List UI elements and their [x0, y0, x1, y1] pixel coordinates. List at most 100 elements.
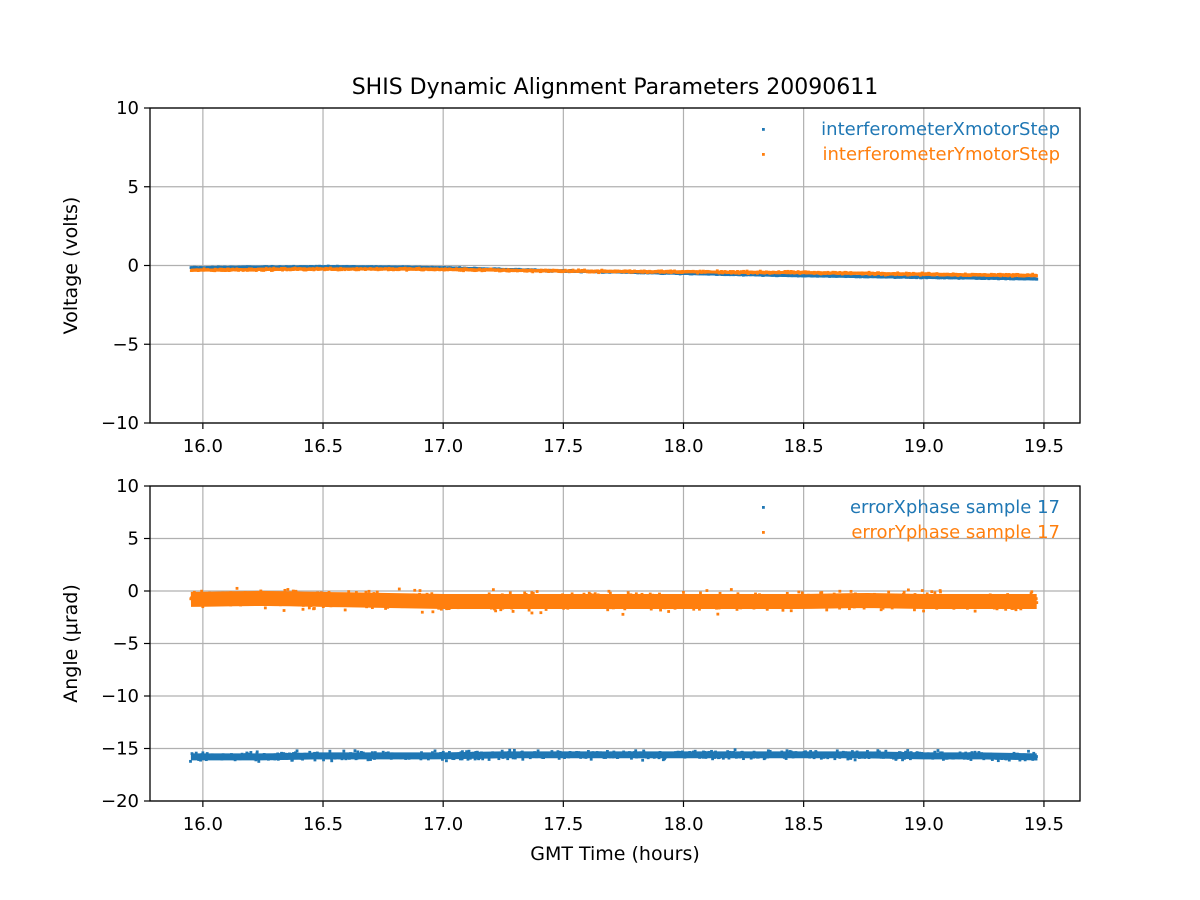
y-axis-label: Voltage (volts): [60, 197, 82, 335]
data-point: [322, 758, 325, 762]
data-point: [294, 589, 298, 593]
data-point: [939, 590, 942, 594]
data-point: [367, 589, 371, 593]
data-point: [742, 757, 745, 761]
data-point: [735, 607, 739, 611]
data-point: [766, 749, 770, 753]
data-point: [765, 607, 769, 611]
series-1-points: [189, 748, 1038, 763]
data-point: [301, 607, 305, 611]
data-point: [487, 758, 491, 761]
series-2-band: [190, 267, 1037, 277]
x-tick-label: 17.5: [543, 436, 583, 457]
data-point: [754, 592, 757, 596]
data-point: [312, 607, 316, 610]
data-point: [536, 749, 540, 753]
y-tick-label: 10: [116, 98, 139, 119]
data-point: [589, 757, 593, 761]
x-tick-label: 18.0: [663, 814, 703, 835]
legend-label: errorYphase sample 17: [851, 522, 1060, 543]
data-point: [467, 749, 471, 753]
series-2-band: [190, 590, 1037, 610]
data-point: [920, 589, 924, 592]
data-point: [461, 750, 464, 754]
data-point: [539, 611, 543, 615]
data-point: [733, 748, 737, 752]
data-point: [255, 751, 259, 755]
data-point: [593, 592, 597, 596]
series-2-points: [189, 266, 1038, 278]
data-point: [862, 606, 866, 610]
data-point: [290, 758, 294, 762]
y-tick-label: 5: [128, 177, 139, 198]
data-point: [308, 750, 312, 754]
data-point: [466, 757, 470, 761]
data-point: [441, 750, 445, 754]
data-point: [838, 589, 842, 593]
data-point: [1030, 590, 1034, 594]
x-tick-label: 19.5: [1024, 814, 1064, 835]
data-point: [286, 588, 290, 591]
data-point: [360, 750, 363, 754]
data-point: [784, 757, 788, 760]
data-point: [607, 589, 611, 593]
data-point: [375, 590, 379, 594]
data-point: [508, 748, 512, 752]
data-point: [699, 591, 702, 595]
data-point: [936, 749, 940, 752]
legend-label: interferometerYmotorStep: [822, 144, 1060, 165]
data-point: [200, 589, 204, 593]
data-point: [825, 608, 829, 612]
data-point: [445, 759, 448, 763]
data-point: [933, 591, 937, 595]
data-point: [606, 608, 610, 612]
data-point: [481, 757, 485, 761]
voltage-panel: 16.0 16.5 17.0 17.5 18.0 18.5 19.0 19.5 10 5 0 −5 −1…: [60, 98, 1081, 457]
data-point: [570, 592, 574, 596]
data-point: [853, 758, 857, 762]
data-point: [307, 606, 311, 610]
data-point: [521, 757, 525, 761]
chart-title: SHIS Dynamic Alignment Parameters 200906…: [352, 75, 879, 100]
data-point: [511, 609, 515, 613]
data-point: [1007, 758, 1011, 762]
data-point: [366, 758, 370, 762]
data-point: [667, 610, 671, 613]
data-point: [785, 749, 789, 753]
data-point: [235, 586, 239, 590]
data-point: [884, 749, 888, 753]
data-point: [693, 749, 697, 753]
data-point: [263, 606, 267, 610]
data-point: [634, 749, 638, 753]
data-point: [441, 757, 444, 761]
data-point: [906, 749, 910, 752]
data-point: [194, 751, 198, 755]
angle-panel: 16.0 16.5 17.0 17.5 18.0 18.5 19.0 19.5 10 5 0 −5 −1…: [60, 476, 1081, 835]
data-point: [711, 757, 714, 761]
y-tick-label: 10: [116, 476, 139, 497]
data-point: [913, 608, 916, 612]
y-tick-label: −15: [101, 739, 139, 760]
data-point: [785, 591, 789, 595]
data-point: [433, 749, 437, 753]
data-point: [397, 587, 401, 591]
data-point: [283, 588, 287, 592]
data-point: [698, 607, 701, 611]
data-point: [621, 612, 625, 616]
data-point: [849, 589, 853, 593]
x-tick-label: 17.5: [543, 814, 583, 835]
data-point: [353, 749, 357, 753]
legend-marker: [762, 128, 765, 131]
legend-marker: [762, 153, 765, 156]
legend-marker: [762, 531, 765, 534]
data-point: [641, 758, 645, 762]
data-point: [347, 590, 351, 593]
data-point: [1035, 277, 1039, 281]
data-point: [257, 760, 261, 763]
data-point: [413, 588, 417, 592]
data-point: [364, 590, 368, 594]
data-point: [384, 607, 387, 610]
x-tick-label: 17.0: [423, 436, 463, 457]
data-point: [906, 588, 910, 592]
data-point: [866, 749, 869, 753]
